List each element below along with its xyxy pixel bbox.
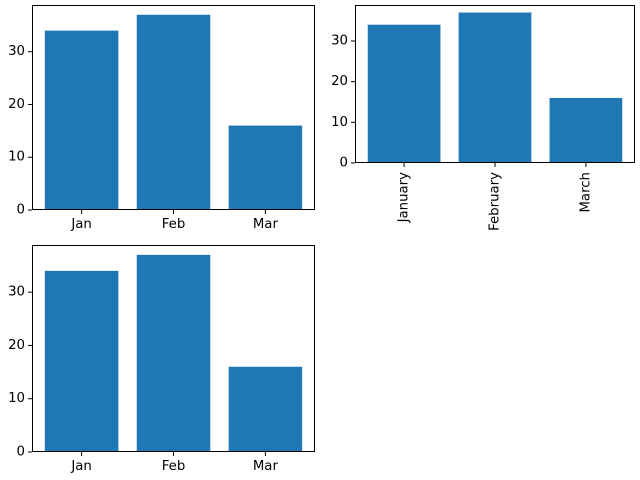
- axes: 0 10 20 30 Jan Feb Mar: [8, 5, 315, 232]
- x-tick-label-jan: Jan: [70, 217, 92, 232]
- y-tick-label-10: 10: [8, 391, 25, 406]
- y-tick-label-30: 30: [331, 33, 348, 48]
- x-tick-label-mar: Mar: [253, 217, 279, 232]
- y-tick-label-30: 30: [8, 285, 25, 300]
- axes-frame: [32, 245, 315, 452]
- y-tick-label-30: 30: [8, 44, 25, 59]
- bar-jan: [44, 270, 119, 452]
- x-tick-label-march: March: [578, 172, 593, 213]
- x-tick-label-january: January: [397, 172, 412, 224]
- y-tick-label-0: 0: [17, 445, 25, 460]
- subplot-top-left: 0 10 20 30 Jan Feb Mar: [8, 5, 315, 232]
- x-tick-label-jan: Jan: [70, 459, 92, 474]
- axes: 0 10 20 30 Jan Feb Mar: [8, 245, 315, 474]
- y-tick-label-20: 20: [8, 97, 25, 112]
- y-tick-label-0: 0: [17, 203, 25, 218]
- bar-feb: [136, 14, 211, 211]
- x-tick-label-feb: Feb: [162, 459, 186, 474]
- y-tick-label-20: 20: [331, 74, 348, 89]
- axes-frame: [355, 5, 635, 163]
- y-tick-label-0: 0: [340, 156, 348, 171]
- x-tick-label-february: February: [488, 172, 503, 231]
- y-tick-label-10: 10: [331, 115, 348, 130]
- y-tick-label-20: 20: [8, 338, 25, 353]
- bar-january: [367, 24, 441, 164]
- bar-jan: [44, 30, 119, 210]
- bar-march: [549, 97, 623, 163]
- y-tick-label-10: 10: [8, 150, 25, 165]
- bar-feb: [136, 254, 211, 452]
- axes: 0 10 20 30 January February March: [331, 5, 635, 231]
- bar-mar: [228, 125, 303, 210]
- x-tick-label-mar: Mar: [253, 459, 279, 474]
- bar-mar: [228, 366, 303, 452]
- bar-february: [458, 12, 532, 164]
- x-tick-label-feb: Feb: [162, 217, 186, 232]
- subplot-bottom-left: 0 10 20 30 Jan Feb Mar: [8, 245, 315, 474]
- subplot-top-right: 0 10 20 30 January February March: [331, 5, 635, 231]
- axes-frame: [32, 5, 315, 210]
